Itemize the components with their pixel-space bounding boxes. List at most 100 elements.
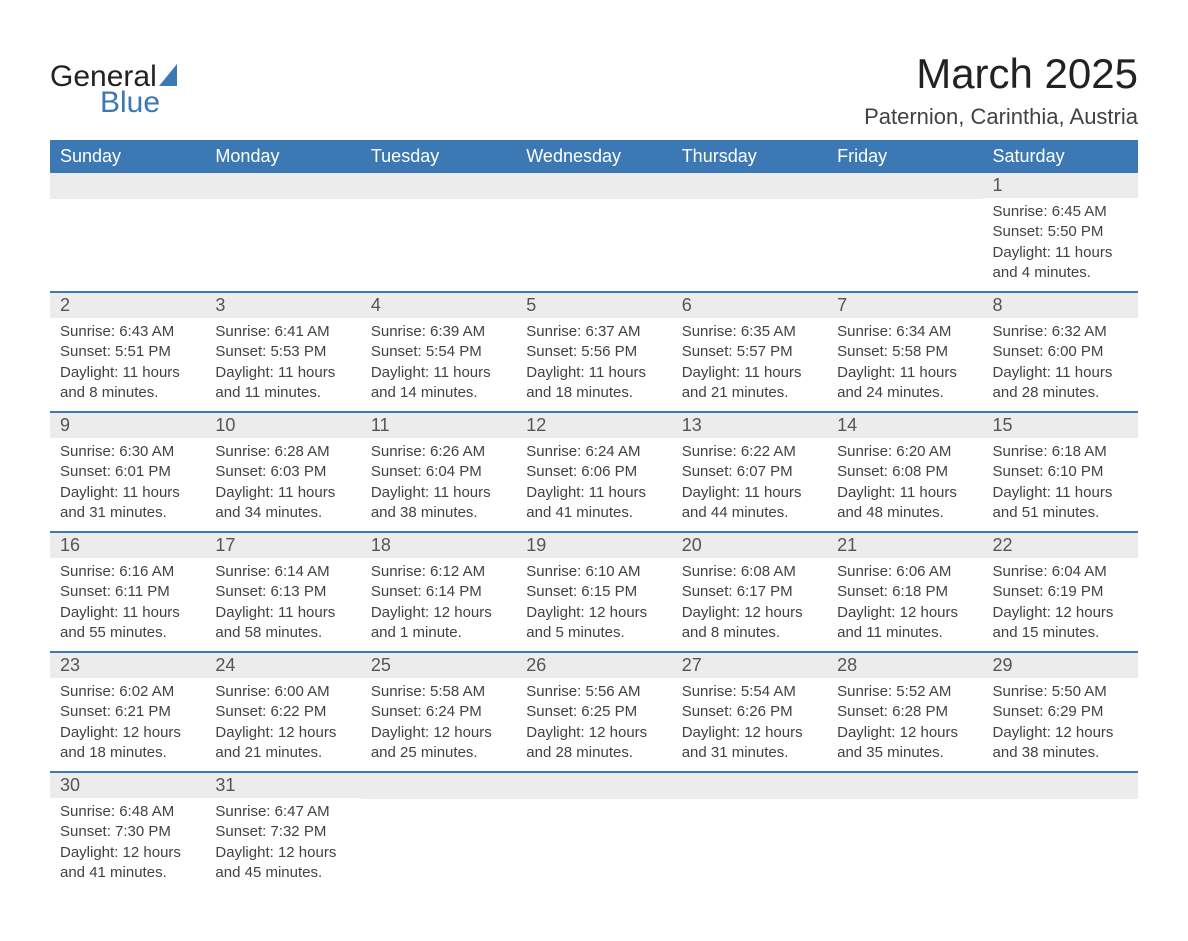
month-title: March 2025 [864,50,1138,98]
calendar-day-cell [205,173,360,292]
calendar-day-cell: 28Sunrise: 5:52 AMSunset: 6:28 PMDayligh… [827,652,982,772]
day-number: 7 [827,293,982,318]
day-body: Sunrise: 6:14 AMSunset: 6:13 PMDaylight:… [205,558,360,651]
day-body: Sunrise: 6:34 AMSunset: 5:58 PMDaylight:… [827,318,982,411]
day-number: 25 [361,653,516,678]
calendar-day-cell: 15Sunrise: 6:18 AMSunset: 6:10 PMDayligh… [983,412,1138,532]
calendar-day-cell: 12Sunrise: 6:24 AMSunset: 6:06 PMDayligh… [516,412,671,532]
calendar-day-cell [983,772,1138,891]
calendar-day-cell: 22Sunrise: 6:04 AMSunset: 6:19 PMDayligh… [983,532,1138,652]
day-body: Sunrise: 6:02 AMSunset: 6:21 PMDaylight:… [50,678,205,771]
day-body: Sunrise: 6:00 AMSunset: 6:22 PMDaylight:… [205,678,360,771]
daylight-text: Daylight: 11 hours and 14 minutes. [371,363,506,404]
sunset-text: Sunset: 6:25 PM [526,702,661,722]
daylight-text: Daylight: 11 hours and 24 minutes. [837,363,972,404]
sunset-text: Sunset: 6:00 PM [993,342,1128,362]
daylight-text: Daylight: 12 hours and 25 minutes. [371,723,506,764]
day-body: Sunrise: 6:12 AMSunset: 6:14 PMDaylight:… [361,558,516,651]
calendar-day-cell [672,173,827,292]
calendar-day-cell [672,772,827,891]
day-body: Sunrise: 6:16 AMSunset: 6:11 PMDaylight:… [50,558,205,651]
daylight-text: Daylight: 12 hours and 5 minutes. [526,603,661,644]
day-body: Sunrise: 6:48 AMSunset: 7:30 PMDaylight:… [50,798,205,891]
sunrise-text: Sunrise: 6:43 AM [60,322,195,342]
calendar-day-cell: 10Sunrise: 6:28 AMSunset: 6:03 PMDayligh… [205,412,360,532]
sunset-text: Sunset: 6:03 PM [215,462,350,482]
daylight-text: Daylight: 12 hours and 45 minutes. [215,843,350,884]
daylight-text: Daylight: 12 hours and 28 minutes. [526,723,661,764]
logo-triangle-icon [159,64,177,86]
sunset-text: Sunset: 5:53 PM [215,342,350,362]
day-number [827,173,982,199]
daylight-text: Daylight: 11 hours and 18 minutes. [526,363,661,404]
calendar-week-row: 23Sunrise: 6:02 AMSunset: 6:21 PMDayligh… [50,652,1138,772]
day-number: 8 [983,293,1138,318]
day-body: Sunrise: 6:47 AMSunset: 7:32 PMDaylight:… [205,798,360,891]
calendar-day-cell: 25Sunrise: 5:58 AMSunset: 6:24 PMDayligh… [361,652,516,772]
calendar-day-cell: 17Sunrise: 6:14 AMSunset: 6:13 PMDayligh… [205,532,360,652]
sunrise-text: Sunrise: 6:22 AM [682,442,817,462]
sunrise-text: Sunrise: 6:02 AM [60,682,195,702]
sunset-text: Sunset: 6:01 PM [60,462,195,482]
calendar-day-cell: 6Sunrise: 6:35 AMSunset: 5:57 PMDaylight… [672,292,827,412]
calendar-day-cell: 11Sunrise: 6:26 AMSunset: 6:04 PMDayligh… [361,412,516,532]
sunrise-text: Sunrise: 6:48 AM [60,802,195,822]
day-number: 31 [205,773,360,798]
sunrise-text: Sunrise: 6:24 AM [526,442,661,462]
sunrise-text: Sunrise: 6:45 AM [993,202,1128,222]
daylight-text: Daylight: 12 hours and 1 minute. [371,603,506,644]
day-body: Sunrise: 6:37 AMSunset: 5:56 PMDaylight:… [516,318,671,411]
day-number: 27 [672,653,827,678]
day-number [205,173,360,199]
sunset-text: Sunset: 6:28 PM [837,702,972,722]
day-number: 4 [361,293,516,318]
sunrise-text: Sunrise: 6:08 AM [682,562,817,582]
daylight-text: Daylight: 11 hours and 34 minutes. [215,483,350,524]
sunrise-text: Sunrise: 6:39 AM [371,322,506,342]
location-subtitle: Paternion, Carinthia, Austria [864,104,1138,130]
calendar-day-cell: 29Sunrise: 5:50 AMSunset: 6:29 PMDayligh… [983,652,1138,772]
day-number: 10 [205,413,360,438]
sunrise-text: Sunrise: 6:35 AM [682,322,817,342]
day-number: 30 [50,773,205,798]
day-number: 28 [827,653,982,678]
calendar-day-cell: 9Sunrise: 6:30 AMSunset: 6:01 PMDaylight… [50,412,205,532]
day-number: 24 [205,653,360,678]
sunset-text: Sunset: 6:21 PM [60,702,195,722]
day-number: 16 [50,533,205,558]
day-body: Sunrise: 6:28 AMSunset: 6:03 PMDaylight:… [205,438,360,531]
day-number: 6 [672,293,827,318]
calendar-table: Sunday Monday Tuesday Wednesday Thursday… [50,140,1138,891]
day-body: Sunrise: 6:24 AMSunset: 6:06 PMDaylight:… [516,438,671,531]
sunset-text: Sunset: 6:04 PM [371,462,506,482]
daylight-text: Daylight: 11 hours and 21 minutes. [682,363,817,404]
day-number [50,173,205,199]
sunrise-text: Sunrise: 5:58 AM [371,682,506,702]
day-body: Sunrise: 6:08 AMSunset: 6:17 PMDaylight:… [672,558,827,651]
day-body: Sunrise: 6:06 AMSunset: 6:18 PMDaylight:… [827,558,982,651]
daylight-text: Daylight: 11 hours and 51 minutes. [993,483,1128,524]
sunrise-text: Sunrise: 6:37 AM [526,322,661,342]
daylight-text: Daylight: 12 hours and 11 minutes. [837,603,972,644]
day-number: 11 [361,413,516,438]
sunset-text: Sunset: 5:54 PM [371,342,506,362]
day-number [983,773,1138,799]
day-body: Sunrise: 6:04 AMSunset: 6:19 PMDaylight:… [983,558,1138,651]
daylight-text: Daylight: 12 hours and 8 minutes. [682,603,817,644]
calendar-week-row: 16Sunrise: 6:16 AMSunset: 6:11 PMDayligh… [50,532,1138,652]
day-body: Sunrise: 5:52 AMSunset: 6:28 PMDaylight:… [827,678,982,771]
daylight-text: Daylight: 12 hours and 15 minutes. [993,603,1128,644]
day-body: Sunrise: 5:50 AMSunset: 6:29 PMDaylight:… [983,678,1138,771]
calendar-week-row: 2Sunrise: 6:43 AMSunset: 5:51 PMDaylight… [50,292,1138,412]
sunrise-text: Sunrise: 6:14 AM [215,562,350,582]
day-body: Sunrise: 6:32 AMSunset: 6:00 PMDaylight:… [983,318,1138,411]
weekday-header: Thursday [672,140,827,173]
daylight-text: Daylight: 11 hours and 44 minutes. [682,483,817,524]
calendar-day-cell [516,173,671,292]
daylight-text: Daylight: 11 hours and 28 minutes. [993,363,1128,404]
day-number [516,773,671,799]
calendar-day-cell: 5Sunrise: 6:37 AMSunset: 5:56 PMDaylight… [516,292,671,412]
sunrise-text: Sunrise: 6:34 AM [837,322,972,342]
weekday-header: Saturday [983,140,1138,173]
sunset-text: Sunset: 6:13 PM [215,582,350,602]
